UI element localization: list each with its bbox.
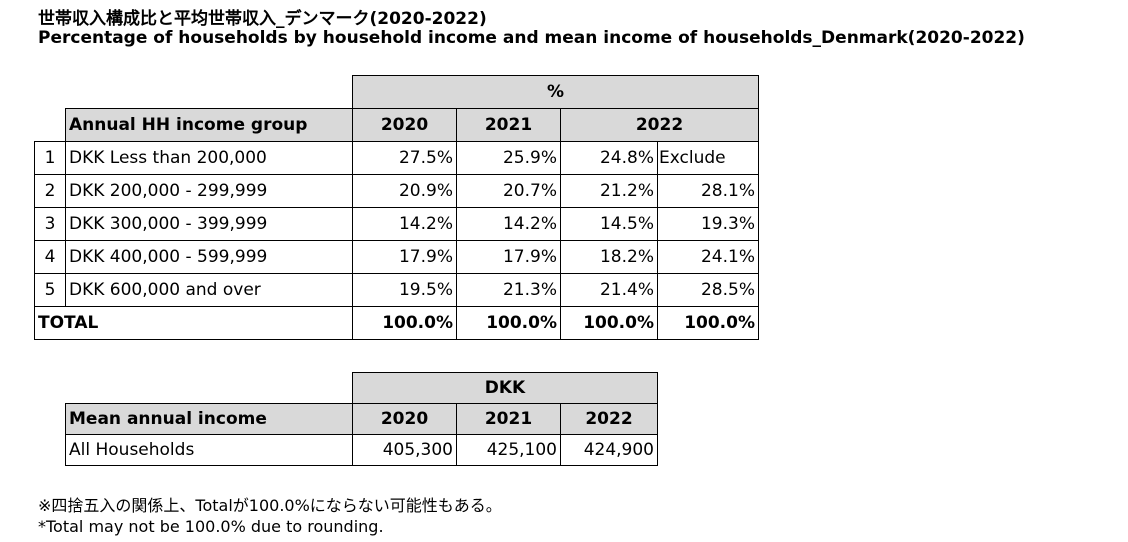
value-2020: 20.9% bbox=[352, 174, 457, 208]
title-english: Percentage of households by household in… bbox=[38, 28, 1025, 48]
table-row: 2 DKK 200,000 - 299,999 20.9% 20.7% 21.2… bbox=[34, 174, 759, 208]
row-label: DKK 300,000 - 399,999 bbox=[65, 207, 353, 241]
value-2021: 20.7% bbox=[456, 174, 561, 208]
value-2020: 27.5% bbox=[352, 141, 457, 175]
table-row: 1 DKK Less than 200,000 27.5% 25.9% 24.8… bbox=[34, 141, 759, 175]
income-group-header: Annual HH income group bbox=[65, 108, 353, 142]
value-2021: 25.9% bbox=[456, 141, 561, 175]
value-2021: 17.9% bbox=[456, 240, 561, 274]
value-2022-excluding: 24.1% bbox=[657, 240, 759, 274]
value-2022: 21.2% bbox=[560, 174, 658, 208]
value-2020: 17.9% bbox=[352, 240, 457, 274]
title-japanese: 世帯収入構成比と平均世帯収入_デンマーク(2020-2022) bbox=[38, 9, 487, 29]
year-header-2021: 2021 bbox=[456, 108, 561, 142]
row-label: All Households bbox=[65, 434, 353, 466]
year-header-2022: 2022 bbox=[560, 403, 658, 435]
unit-header-row: DKK bbox=[66, 372, 658, 404]
table-row: All Households 405,300 425,100 424,900 bbox=[65, 434, 658, 466]
total-2022: 100.0% bbox=[560, 306, 658, 340]
total-2020: 100.0% bbox=[352, 306, 457, 340]
row-index: 2 bbox=[34, 174, 66, 208]
column-header-row: Mean annual income 2020 2021 2022 bbox=[65, 403, 658, 435]
value-2022-excluding: 28.5% bbox=[657, 273, 759, 307]
unit-header: DKK bbox=[352, 372, 658, 404]
value-2022-excluding: 19.3% bbox=[657, 207, 759, 241]
row-index: 1 bbox=[34, 141, 66, 175]
total-row: TOTAL 100.0% 100.0% 100.0% 100.0% bbox=[34, 306, 759, 340]
row-index: 4 bbox=[34, 240, 66, 274]
year-header-2020: 2020 bbox=[352, 108, 457, 142]
year-header-2020: 2020 bbox=[352, 403, 457, 435]
total-2021: 100.0% bbox=[456, 306, 561, 340]
row-label: DKK 600,000 and over bbox=[65, 273, 353, 307]
row-label: DKK Less than 200,000 bbox=[65, 141, 353, 175]
value-2022: 14.5% bbox=[560, 207, 658, 241]
value-2022: 21.4% bbox=[560, 273, 658, 307]
mean-income-table: DKK Mean annual income 2020 2021 2022 Al… bbox=[65, 372, 658, 466]
mean-income-header: Mean annual income bbox=[65, 403, 353, 435]
value-2021: 425,100 bbox=[456, 434, 561, 466]
year-header-2021: 2021 bbox=[456, 403, 561, 435]
value-2022-excluding: Exclude bbox=[657, 141, 759, 175]
value-2020: 19.5% bbox=[352, 273, 457, 307]
value-2022: 24.8% bbox=[560, 141, 658, 175]
value-2022: 424,900 bbox=[560, 434, 658, 466]
column-header-row: Annual HH income group 2020 2021 2022 bbox=[35, 108, 759, 142]
table-row: 3 DKK 300,000 - 399,999 14.2% 14.2% 14.5… bbox=[34, 207, 759, 241]
year-header-2022: 2022 bbox=[560, 108, 759, 142]
total-2022-excluding: 100.0% bbox=[657, 306, 759, 340]
total-label: TOTAL bbox=[34, 306, 353, 340]
footnote-japanese: ※四捨五入の関係上、Totalが100.0%にならない可能性もある。 bbox=[38, 496, 502, 515]
unit-header: % bbox=[352, 75, 759, 109]
table-row: 4 DKK 400,000 - 599,999 17.9% 17.9% 18.2… bbox=[34, 240, 759, 274]
footnote-english: *Total may not be 100.0% due to rounding… bbox=[38, 517, 384, 536]
row-index: 3 bbox=[34, 207, 66, 241]
income-group-table: % Annual HH income group 2020 2021 2022 … bbox=[34, 75, 759, 340]
value-2020: 14.2% bbox=[352, 207, 457, 241]
table-row: 5 DKK 600,000 and over 19.5% 21.3% 21.4%… bbox=[34, 273, 759, 307]
value-2022-excluding: 28.1% bbox=[657, 174, 759, 208]
unit-header-row: % bbox=[35, 75, 759, 109]
value-2021: 14.2% bbox=[456, 207, 561, 241]
value-2020: 405,300 bbox=[352, 434, 457, 466]
row-index: 5 bbox=[34, 273, 66, 307]
value-2022: 18.2% bbox=[560, 240, 658, 274]
row-label: DKK 200,000 - 299,999 bbox=[65, 174, 353, 208]
row-label: DKK 400,000 - 599,999 bbox=[65, 240, 353, 274]
value-2021: 21.3% bbox=[456, 273, 561, 307]
